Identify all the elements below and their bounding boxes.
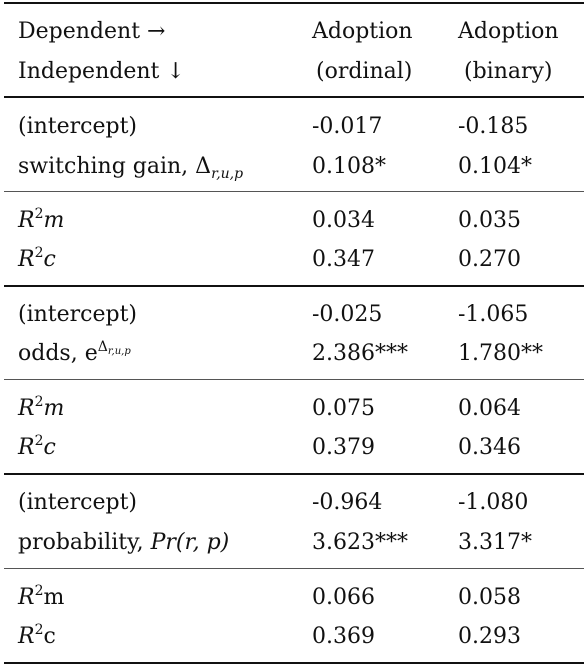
- row-label: R2c: [18, 245, 56, 272]
- header-rule: [4, 96, 584, 98]
- row-value-binary: 0.346: [458, 435, 521, 460]
- section-rule: [4, 379, 584, 380]
- row-label: R2m: [18, 394, 65, 421]
- row-value-binary: -1.080: [458, 490, 529, 515]
- row-value-ordinal: 3.623***: [312, 530, 408, 555]
- row-value-ordinal: 0.347: [312, 247, 375, 272]
- row-label: R2m: [18, 583, 65, 610]
- row-value-ordinal: -0.017: [312, 114, 383, 139]
- row-label: switching gain, Δr,u,p: [18, 154, 244, 182]
- row-label: probability, Pr(r, p): [18, 530, 230, 555]
- row-value-ordinal: 0.034: [312, 208, 375, 233]
- col-ordinal-header-bottom: (ordinal): [316, 59, 413, 84]
- row-value-binary: 0.270: [458, 247, 521, 272]
- row-value-binary: 0.035: [458, 208, 521, 233]
- row-value-ordinal: 0.369: [312, 624, 375, 649]
- row-value-ordinal: -0.964: [312, 490, 383, 515]
- row-value-binary: 0.058: [458, 585, 521, 610]
- top-rule: [4, 2, 584, 4]
- stub-header-top: Dependent →: [18, 19, 166, 44]
- row-value-ordinal: 0.066: [312, 585, 375, 610]
- row-label: R2c: [18, 433, 56, 460]
- row-value-binary: 0.104*: [458, 154, 532, 179]
- row-label: odds, eΔr,u,p: [18, 339, 131, 366]
- row-label: R2c: [18, 622, 56, 649]
- bottom-rule: [4, 662, 584, 664]
- row-label: R2m: [18, 206, 65, 233]
- row-value-ordinal: 0.379: [312, 435, 375, 460]
- section-rule: [4, 568, 584, 569]
- section-rule: [4, 191, 584, 192]
- row-label: (intercept): [18, 490, 138, 515]
- row-value-binary: 1.780**: [458, 341, 543, 366]
- col-binary-header-top: Adoption: [458, 19, 559, 44]
- row-value-binary: 0.293: [458, 624, 521, 649]
- block-rule: [4, 473, 584, 475]
- row-label: (intercept): [18, 302, 138, 327]
- col-ordinal-header-top: Adoption: [312, 19, 413, 44]
- col-binary-header-bottom: (binary): [464, 59, 553, 84]
- row-value-ordinal: 0.108*: [312, 154, 386, 179]
- row-value-binary: -1.065: [458, 302, 529, 327]
- row-value-binary: 3.317*: [458, 530, 532, 555]
- row-value-binary: -0.185: [458, 114, 529, 139]
- block-rule: [4, 285, 584, 287]
- row-value-ordinal: 0.075: [312, 396, 375, 421]
- row-label: (intercept): [18, 114, 138, 139]
- stub-header-bottom: Independent ↓: [18, 59, 185, 84]
- row-value-ordinal: -0.025: [312, 302, 383, 327]
- row-value-ordinal: 2.386***: [312, 341, 408, 366]
- row-value-binary: 0.064: [458, 396, 521, 421]
